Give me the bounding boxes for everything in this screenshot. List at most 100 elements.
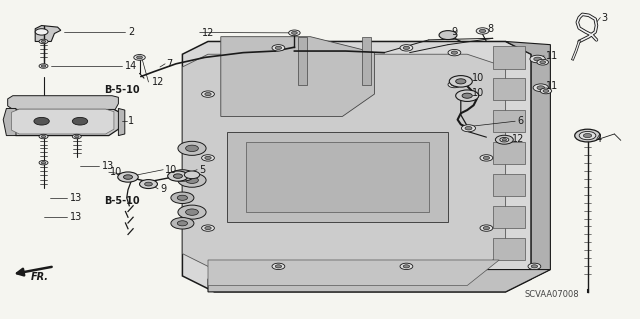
Circle shape xyxy=(451,83,458,86)
Circle shape xyxy=(202,225,214,231)
Circle shape xyxy=(177,221,188,226)
Circle shape xyxy=(177,195,188,200)
Text: 13: 13 xyxy=(102,161,115,171)
Circle shape xyxy=(202,91,214,97)
Circle shape xyxy=(202,155,214,161)
Circle shape xyxy=(480,225,493,231)
Text: SCVAA07008: SCVAA07008 xyxy=(525,290,579,299)
Circle shape xyxy=(483,156,490,160)
Circle shape xyxy=(495,135,513,144)
Circle shape xyxy=(178,205,206,219)
Circle shape xyxy=(575,129,600,142)
Bar xyxy=(493,238,525,260)
Polygon shape xyxy=(208,270,550,292)
Bar xyxy=(493,174,525,196)
Circle shape xyxy=(275,265,282,268)
Circle shape xyxy=(275,46,282,49)
Circle shape xyxy=(205,156,211,160)
Circle shape xyxy=(448,49,461,56)
Polygon shape xyxy=(3,108,16,136)
Polygon shape xyxy=(118,108,125,136)
Circle shape xyxy=(178,141,206,155)
Circle shape xyxy=(403,265,410,268)
Polygon shape xyxy=(182,54,506,266)
Polygon shape xyxy=(182,41,531,292)
Text: B-5-10: B-5-10 xyxy=(104,85,140,95)
Circle shape xyxy=(531,265,538,268)
Text: 10: 10 xyxy=(110,167,122,177)
Circle shape xyxy=(479,29,486,33)
Circle shape xyxy=(118,172,138,182)
Circle shape xyxy=(461,125,476,132)
Circle shape xyxy=(41,65,46,67)
Circle shape xyxy=(72,134,81,139)
Circle shape xyxy=(34,117,49,125)
Circle shape xyxy=(134,55,145,60)
Circle shape xyxy=(500,137,509,142)
Polygon shape xyxy=(35,26,61,41)
Circle shape xyxy=(178,173,206,187)
Circle shape xyxy=(41,161,46,164)
Circle shape xyxy=(465,126,472,130)
Circle shape xyxy=(173,174,182,178)
Circle shape xyxy=(186,177,198,183)
Circle shape xyxy=(540,61,545,64)
Circle shape xyxy=(35,29,48,35)
Circle shape xyxy=(540,88,552,94)
Text: 6: 6 xyxy=(517,116,524,126)
Circle shape xyxy=(184,171,200,179)
Circle shape xyxy=(584,134,591,138)
Circle shape xyxy=(579,131,596,140)
Bar xyxy=(246,142,429,212)
Polygon shape xyxy=(8,96,118,109)
Text: 3: 3 xyxy=(602,12,608,23)
Circle shape xyxy=(74,136,79,138)
Text: 7: 7 xyxy=(166,59,173,69)
Bar xyxy=(493,110,525,132)
Circle shape xyxy=(39,134,48,139)
Text: 12: 12 xyxy=(152,77,164,87)
Circle shape xyxy=(205,226,211,230)
Circle shape xyxy=(530,55,545,63)
Circle shape xyxy=(476,28,489,34)
Circle shape xyxy=(272,263,285,270)
Text: 5: 5 xyxy=(200,165,206,175)
Circle shape xyxy=(171,218,194,229)
Text: 9: 9 xyxy=(160,184,166,194)
Polygon shape xyxy=(506,41,550,279)
Bar xyxy=(493,206,525,228)
Circle shape xyxy=(537,59,548,65)
Circle shape xyxy=(41,136,46,138)
Circle shape xyxy=(145,182,152,186)
Bar xyxy=(227,132,448,222)
Circle shape xyxy=(205,93,211,96)
Polygon shape xyxy=(12,109,114,134)
Circle shape xyxy=(403,46,410,49)
Text: 12: 12 xyxy=(512,134,524,144)
Circle shape xyxy=(289,30,300,36)
Circle shape xyxy=(137,56,143,59)
Text: 10: 10 xyxy=(472,73,484,83)
Circle shape xyxy=(171,192,194,204)
Circle shape xyxy=(400,263,413,270)
Text: B-5-10: B-5-10 xyxy=(104,196,140,206)
Circle shape xyxy=(439,31,457,40)
Circle shape xyxy=(456,90,479,101)
Bar xyxy=(493,142,525,164)
Polygon shape xyxy=(6,108,122,136)
Circle shape xyxy=(456,79,466,84)
Text: 13: 13 xyxy=(70,212,83,222)
Circle shape xyxy=(400,45,413,51)
Circle shape xyxy=(537,86,545,90)
Circle shape xyxy=(39,64,48,68)
Circle shape xyxy=(533,84,548,92)
Circle shape xyxy=(140,180,157,189)
Text: 4: 4 xyxy=(595,134,602,144)
Circle shape xyxy=(124,175,132,179)
Polygon shape xyxy=(208,260,499,286)
Circle shape xyxy=(448,81,461,88)
Circle shape xyxy=(272,45,285,51)
Text: 11: 11 xyxy=(546,81,558,91)
Circle shape xyxy=(168,171,188,181)
Circle shape xyxy=(449,76,472,87)
